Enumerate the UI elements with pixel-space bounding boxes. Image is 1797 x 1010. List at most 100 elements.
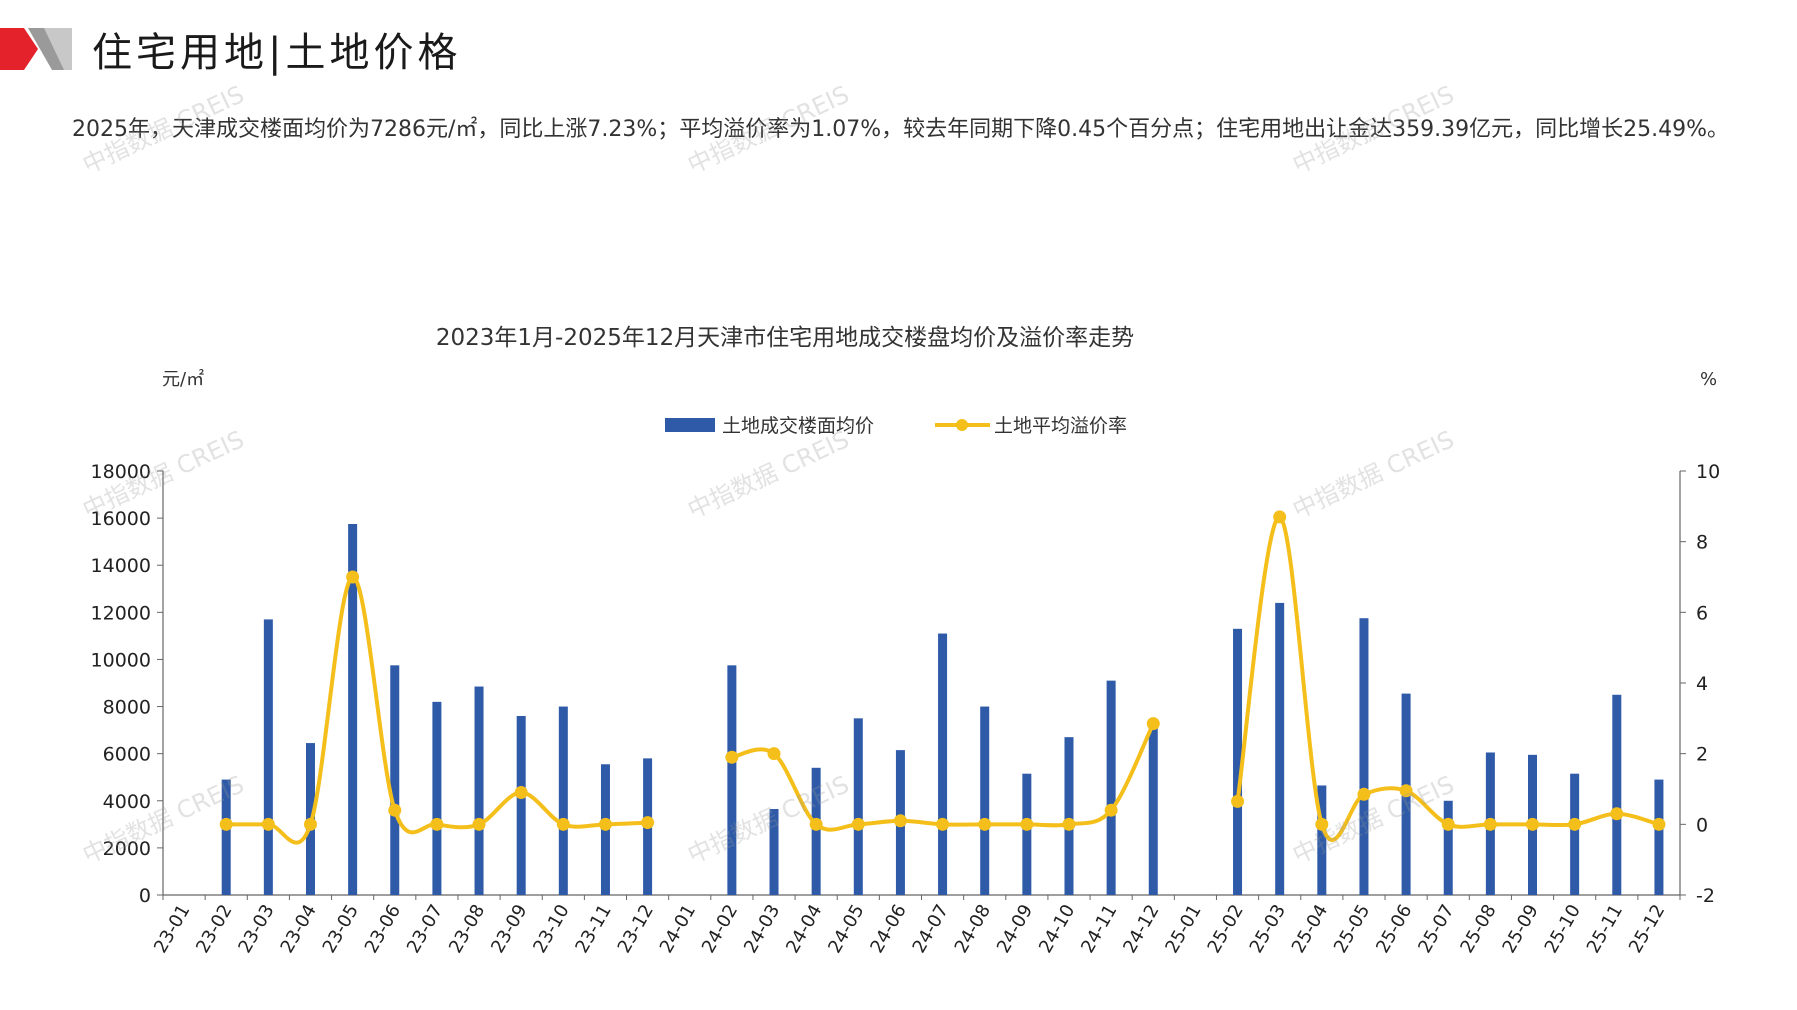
premium-point [1526, 817, 1540, 831]
y-left-tick-label: 2000 [103, 838, 151, 860]
y-right-tick-label: 0 [1696, 814, 1708, 836]
y-left-tick-label: 10000 [91, 649, 151, 671]
x-tick-label: 24-09 [993, 901, 1037, 957]
premium-point [1020, 817, 1034, 831]
bar [1148, 725, 1158, 895]
bar [1106, 680, 1116, 895]
x-tick-label: 25-12 [1625, 901, 1669, 957]
x-tick-label: 25-09 [1499, 901, 1543, 957]
bar [769, 809, 779, 895]
y-left-tick-label: 18000 [91, 461, 151, 483]
x-tick-label: 25-08 [1456, 901, 1500, 957]
x-tick-label: 25-06 [1372, 901, 1416, 957]
bar [432, 701, 442, 895]
premium-point [1357, 787, 1371, 801]
x-tick-label: 24-08 [951, 901, 995, 957]
x-tick-label: 23-08 [445, 901, 489, 957]
bar [1359, 618, 1369, 895]
bar [1443, 800, 1453, 895]
x-tick-label: 25-03 [1246, 901, 1290, 957]
axes: 0 2000 4000 6000 8000 10000 12000 14000 16000 180… [91, 461, 1721, 907]
x-tick-label: 25-01 [1161, 901, 1205, 957]
bar [474, 686, 484, 895]
summary-text: 2025年，天津成交楼面均价为7286元/㎡，同比上涨7.23%；平均溢价率为1… [72, 117, 1730, 142]
bar [853, 718, 863, 895]
y-left-tick-label: 8000 [103, 697, 151, 719]
legend-line-label: 土地平均溢价率 [994, 415, 1127, 437]
bar [938, 633, 948, 895]
logo-red-shape [0, 28, 38, 70]
page-title: 住宅用地|土地价格 [92, 30, 462, 76]
x-tick-label: 24-11 [1077, 901, 1121, 957]
x-tick-label: 23-11 [571, 901, 615, 957]
x-tick-label: 23-12 [614, 901, 658, 957]
chart-title: 2023年1月-2025年12月天津市住宅用地成交楼盘均价及溢价率走势 [436, 325, 1134, 351]
premium-point [641, 816, 655, 830]
bar [1570, 773, 1580, 895]
premium-point [1231, 794, 1245, 808]
x-tick-label: 23-05 [319, 901, 363, 957]
bar [811, 767, 821, 895]
x-tick-label: 23-02 [192, 901, 236, 957]
premium-point [1399, 784, 1413, 798]
y-right-tick-label: 2 [1696, 744, 1708, 766]
x-tick-label: 23-06 [361, 901, 405, 957]
premium-point [430, 817, 444, 831]
premium-point [1568, 817, 1582, 831]
premium-line-path [1235, 514, 1660, 842]
premium-point [893, 814, 907, 828]
premium-point [556, 817, 570, 831]
premium-point [514, 786, 528, 800]
premium-point [978, 817, 992, 831]
premium-point [1483, 817, 1497, 831]
premium-point [1441, 817, 1455, 831]
bar [727, 665, 737, 895]
premium-point [472, 817, 486, 831]
x-tick-label: 25-07 [1414, 901, 1458, 957]
legend-bar-swatch [665, 418, 715, 432]
premium-point [1652, 817, 1666, 831]
brand-logo [0, 28, 72, 70]
bar [516, 715, 526, 895]
y-left-unit: 元/㎡ [162, 368, 204, 390]
x-tick-label: 25-11 [1583, 901, 1627, 957]
premium-point [388, 803, 402, 817]
x-tick-label: 24-01 [656, 901, 700, 957]
y-right-unit: % [1700, 369, 1717, 390]
premium-point [1610, 807, 1624, 821]
premium-point [1104, 803, 1118, 817]
premium-point [809, 817, 823, 831]
bar [263, 619, 273, 895]
premium-point [346, 570, 360, 584]
premium-point [219, 817, 233, 831]
x-tick-label: 24-07 [909, 901, 953, 957]
y-left-tick-label: 14000 [91, 555, 151, 577]
x-tick-label: 23-09 [487, 901, 531, 957]
bar [1064, 737, 1074, 895]
bar [348, 524, 358, 895]
x-tick-label: 23-04 [276, 901, 320, 957]
bar [1317, 785, 1327, 895]
x-tick-label: 24-06 [866, 901, 910, 957]
bar [1612, 694, 1622, 895]
bar [390, 665, 400, 895]
x-tick-labels: 23-0123-0223-0323-0423-0523-0623-0723-08… [150, 901, 1669, 957]
bar [1022, 773, 1032, 895]
x-tick-label: 23-07 [403, 901, 447, 957]
premium-point [767, 747, 781, 761]
x-tick-label: 25-04 [1288, 901, 1332, 957]
y-left-tick-label: 0 [139, 885, 151, 907]
y-left-tick-label: 12000 [91, 602, 151, 624]
premium-point [936, 817, 950, 831]
bar-series [221, 524, 1664, 895]
y-left-tick-label: 16000 [91, 508, 151, 530]
x-tick-label: 24-10 [1035, 901, 1079, 957]
x-tick-label: 24-03 [740, 901, 784, 957]
x-tick-label: 24-04 [782, 901, 826, 957]
premium-point [303, 817, 317, 831]
y-right-tick-label: 10 [1696, 461, 1720, 483]
premium-point [1273, 510, 1287, 524]
x-tick-label: 25-05 [1330, 901, 1374, 957]
bar [1233, 628, 1243, 895]
